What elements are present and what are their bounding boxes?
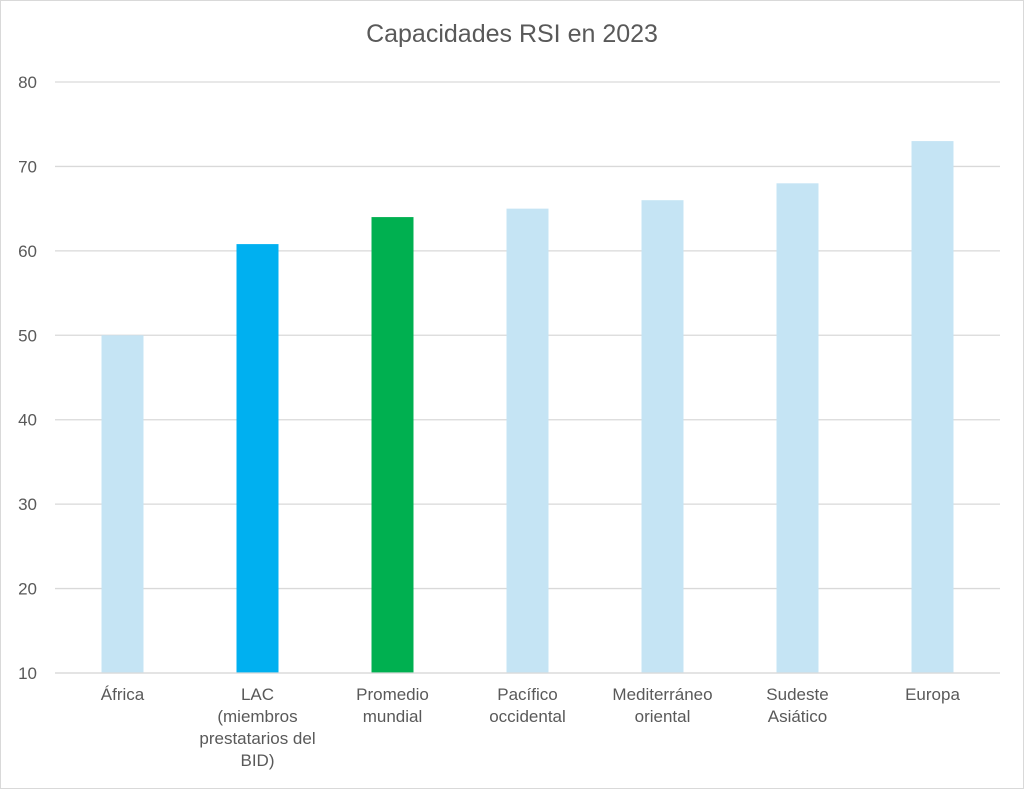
bar bbox=[506, 208, 549, 673]
bar bbox=[911, 141, 954, 674]
x-tick-label: Mediterráneo oriental bbox=[612, 685, 712, 726]
x-tick-label: Promedio mundial bbox=[356, 685, 429, 726]
y-tick-label: 40 bbox=[18, 411, 37, 430]
x-tick-label: Europa bbox=[905, 685, 960, 704]
x-tick-label: África bbox=[101, 685, 145, 704]
y-tick-label: 30 bbox=[18, 495, 37, 514]
x-tick-label: Pacífico occidental bbox=[489, 685, 566, 726]
y-tick-label: 50 bbox=[18, 326, 37, 345]
x-tick-label: LAC (miembros prestatarios del BID) bbox=[199, 685, 315, 770]
bar bbox=[236, 244, 279, 674]
bar bbox=[776, 183, 819, 674]
y-tick-label: 80 bbox=[18, 73, 37, 92]
y-tick-label: 60 bbox=[18, 242, 37, 261]
chart-title: Capacidades RSI en 2023 bbox=[366, 20, 658, 48]
bar bbox=[101, 335, 144, 673]
y-tick-label: 20 bbox=[18, 580, 37, 599]
y-tick-label: 10 bbox=[18, 664, 37, 683]
bar bbox=[371, 217, 414, 674]
bar bbox=[641, 200, 684, 673]
x-tick-label: Sudeste Asiático bbox=[766, 685, 828, 726]
y-tick-label: 70 bbox=[18, 157, 37, 176]
